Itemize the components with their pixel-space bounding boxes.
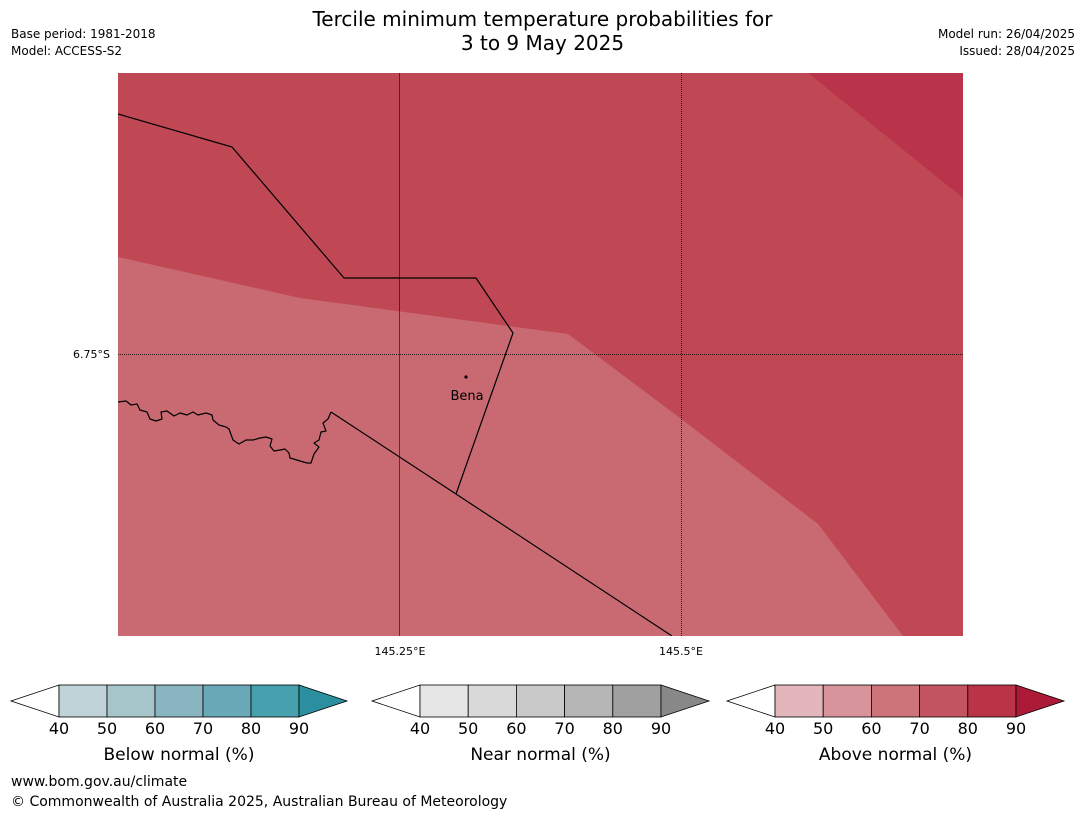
base-period-text: Base period: 1981-2018 — [11, 27, 156, 41]
map-title: Tercile minimum temperature probabilitie… — [0, 7, 1085, 55]
province-boundary-north — [118, 113, 514, 495]
issued-text: Issued: 28/04/2025 — [959, 44, 1075, 58]
footer-url: www.bom.gov.au/climate — [11, 774, 188, 790]
colorbar-tick-label: 60 — [861, 719, 882, 738]
colorbar-tick-label: 90 — [650, 719, 672, 738]
bena-marker — [464, 375, 468, 379]
colorbar-below-normal — [9, 684, 349, 718]
latitude-tick-label: 6.75°S — [73, 348, 110, 361]
colorbar-tick-label: 50 — [458, 719, 479, 738]
model-run-text: Model run: 26/04/2025 — [937, 27, 1075, 41]
colorbar-tick-label: 60 — [506, 719, 527, 738]
colorbar-segment — [250, 684, 300, 718]
colorbar-tick-label: 60 — [144, 719, 166, 738]
colorbar-tick-label: 70 — [554, 719, 575, 738]
colorbar-segment — [154, 684, 204, 718]
colorbar-segment — [564, 684, 614, 718]
longitude-tick-label-2: 145.5°E — [659, 645, 703, 658]
colorbar-segment — [967, 684, 1017, 718]
colorbar-tick-label: 70 — [192, 719, 214, 738]
colorbar-tick-label: 40 — [409, 719, 431, 738]
colorbar-segment — [774, 684, 824, 718]
colorbar-tick-label: 80 — [602, 719, 623, 738]
colorbar-segment — [467, 684, 517, 718]
colorbar-segment — [612, 684, 662, 718]
colorbar-segment — [822, 684, 872, 718]
colorbar-over-extension — [660, 684, 711, 718]
colorbar-tick-label: 70 — [909, 719, 930, 738]
river-boundary — [118, 400, 332, 464]
colorbar-segment — [106, 684, 156, 718]
colorbar-above-normal — [725, 684, 1066, 718]
colorbar-over-extension — [1015, 684, 1066, 718]
colorbar-segment — [871, 684, 921, 718]
colorbar-segment — [202, 684, 252, 718]
meta-right: Model run: 26/04/2025 Issued: 28/04/2025 — [938, 26, 1075, 60]
colorbar-under-extension — [370, 684, 421, 718]
colorbar-over-extension — [298, 684, 349, 718]
province-boundary-south — [330, 411, 673, 636]
colorbar-tick-label: 90 — [1005, 719, 1027, 738]
colorbar-tick-label: 50 — [813, 719, 834, 738]
meta-left: Base period: 1981-2018 Model: ACCESS-S2 — [11, 26, 156, 60]
colorbar-under-extension — [9, 684, 60, 718]
colorbar-title: Below normal (%) — [103, 745, 255, 765]
title-line-1: Tercile minimum temperature probabilitie… — [312, 7, 773, 31]
longitude-tick-label-1: 145.25°E — [375, 645, 426, 658]
colorbar-segment — [516, 684, 566, 718]
colorbar-segment — [58, 684, 108, 718]
colorbar-tick-label: 90 — [288, 719, 310, 738]
map-area: Bena — [118, 73, 963, 636]
zone-above-80-90 — [808, 73, 963, 198]
bena-label: Bena — [450, 389, 483, 404]
colorbar-tick-label: 80 — [240, 719, 262, 738]
colorbar-under-extension — [725, 684, 776, 718]
colorbar-near-normal — [370, 684, 711, 718]
colorbar-tick-label: 40 — [48, 719, 70, 738]
colorbar-tick-label: 50 — [96, 719, 118, 738]
colorbar-title: Near normal (%) — [470, 745, 611, 765]
colorbar-tick-label: 80 — [957, 719, 978, 738]
model-text: Model: ACCESS-S2 — [11, 44, 123, 58]
colorbar-title: Above normal (%) — [818, 745, 973, 765]
footer-copyright: © Commonwealth of Australia 2025, Austra… — [11, 794, 508, 810]
colorbar-segment — [919, 684, 969, 718]
colorbar-segment — [419, 684, 469, 718]
title-line-2: 3 to 9 May 2025 — [460, 31, 625, 55]
zone-above-60-70 — [118, 257, 903, 636]
colorbar-tick-label: 40 — [764, 719, 786, 738]
